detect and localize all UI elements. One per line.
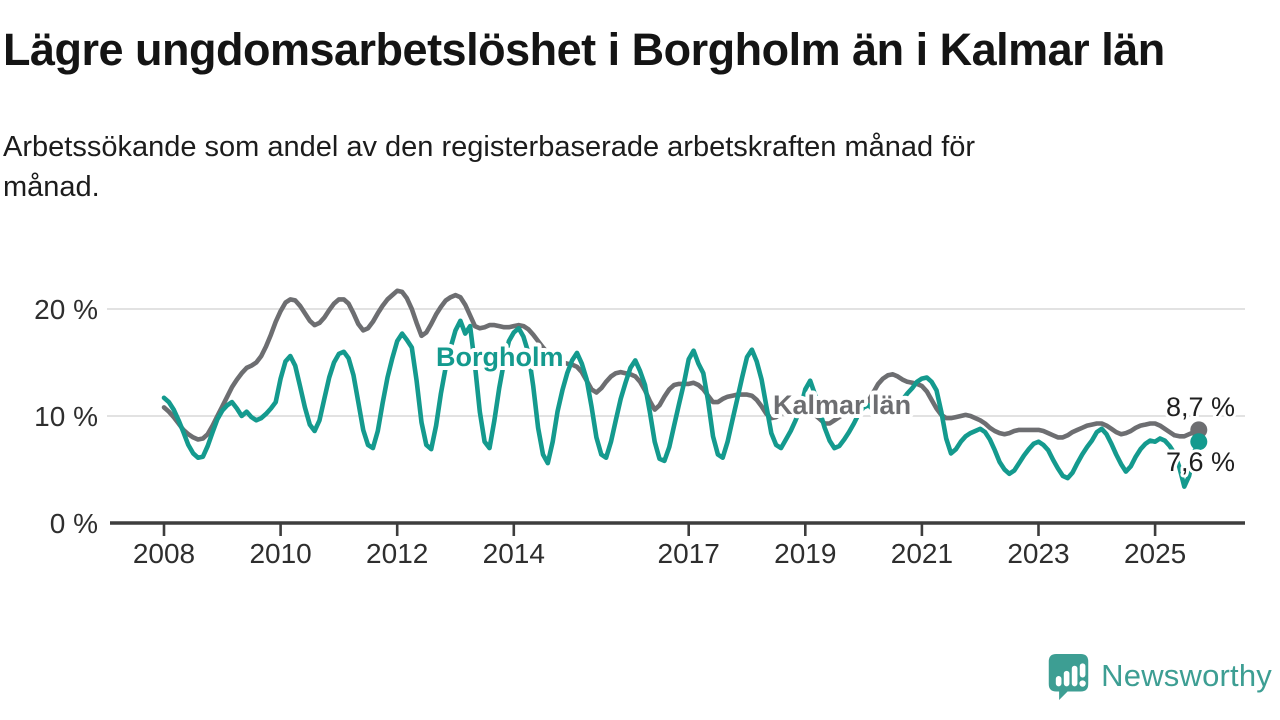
x-axis-tick-label: 2014	[483, 538, 545, 569]
series-end-value-kalmar-lan: 8,7 %	[1166, 392, 1235, 422]
x-axis-tick-label: 2017	[658, 538, 720, 569]
newsworthy-logo-icon	[1048, 653, 1089, 700]
series-label-borgholm: Borgholm	[436, 342, 564, 372]
subtitle-line-2: månad.	[3, 171, 100, 203]
series-label-kalmar-lan: Kalmar län	[773, 390, 911, 420]
x-axis-tick-label: 2012	[366, 538, 428, 569]
x-axis-tick-label: 2021	[891, 538, 953, 569]
x-axis-tick-label: 2023	[1007, 538, 1069, 569]
y-axis-tick-label: 20 %	[34, 294, 98, 325]
y-axis-tick-label: 0 %	[50, 508, 98, 539]
newsworthy-brand: Newsworthy	[1045, 650, 1272, 702]
series-line-kalmar-lan	[161, 288, 1202, 442]
y-axis-tick-label: 10 %	[34, 401, 98, 432]
subtitle-line-1: Arbetssökande som andel av den registerb…	[3, 131, 976, 163]
series-end-value-borgholm: 7,6 %	[1166, 447, 1235, 477]
x-axis-tick-label: 2008	[133, 538, 195, 569]
x-axis-tick-label: 2019	[774, 538, 836, 569]
chart-subtitle: Arbetssökande som andel av den registerb…	[3, 127, 1223, 207]
series-end-dot-borgholm	[1190, 433, 1208, 451]
x-axis-tick-label: 2025	[1124, 538, 1186, 569]
x-axis-tick-label: 2010	[249, 538, 311, 569]
page-title: Lägre ungdomsarbetslöshet i Borgholm än …	[3, 24, 1165, 75]
series-line-borgholm	[161, 318, 1202, 489]
series-end-dot-kalmar-lan	[1190, 421, 1208, 439]
brand-wordmark: Newsworthy	[1101, 658, 1272, 693]
